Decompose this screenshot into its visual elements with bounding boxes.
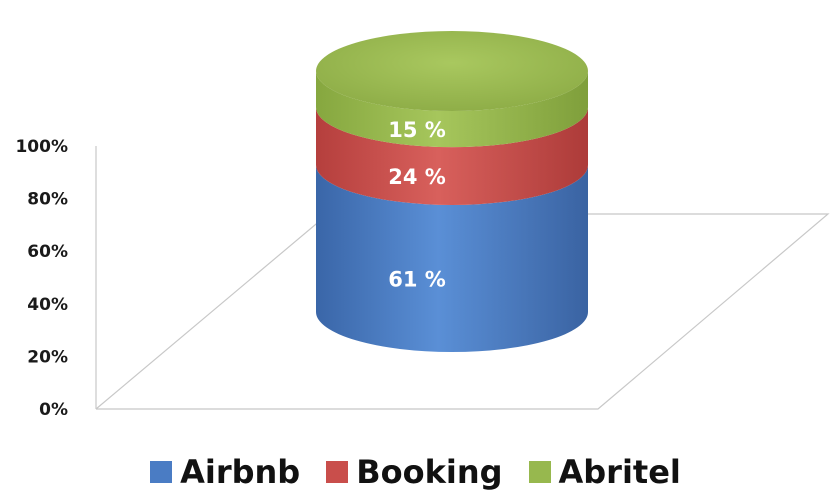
- floor-plane: [95, 213, 830, 410]
- legend: Airbnb Booking Abritel: [0, 452, 831, 492]
- y-tick-label: 100%: [15, 137, 68, 157]
- y-tick-label: 40%: [27, 295, 68, 315]
- y-tick-label: 60%: [27, 242, 68, 262]
- legend-item-airbnb: Airbnb: [150, 456, 300, 488]
- y-tick-label: 20%: [27, 347, 68, 367]
- cylinder-stack: [316, 31, 588, 352]
- legend-swatch: [528, 461, 551, 483]
- y-tick-label: 0%: [39, 400, 68, 420]
- plot-frame: [95, 146, 830, 410]
- segment-booking: [316, 107, 588, 205]
- legend-label: Booking: [356, 453, 503, 491]
- segment-abritel: [316, 71, 588, 148]
- cylinder-top: [316, 31, 588, 111]
- y-tick-label: 80%: [27, 190, 68, 210]
- y-tick-labels: 0% 20% 40% 60% 80% 100%: [15, 137, 68, 420]
- legend-swatch: [326, 461, 349, 483]
- legend-label: Abritel: [558, 453, 681, 491]
- legend-item-abritel: Abritel: [528, 453, 681, 491]
- legend-swatch: [150, 461, 173, 483]
- data-labels: 61 % 24 % 15 %: [388, 118, 446, 291]
- legend-item-booking: Booking: [326, 453, 503, 491]
- legend-label: Airbnb: [180, 453, 301, 491]
- segment-airbnb: [316, 164, 588, 352]
- data-label-booking: 24 %: [388, 165, 446, 189]
- data-label-abritel: 15 %: [388, 118, 446, 142]
- data-label-airbnb: 61 %: [388, 267, 446, 291]
